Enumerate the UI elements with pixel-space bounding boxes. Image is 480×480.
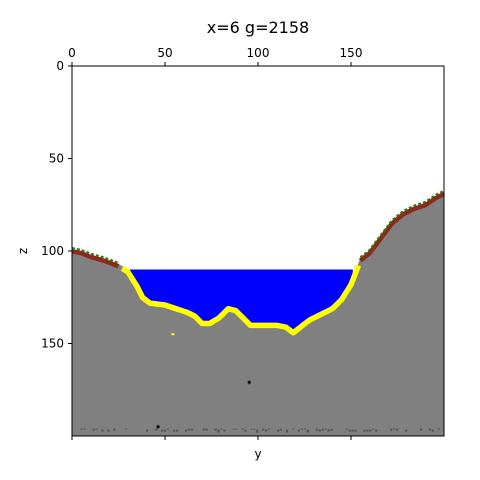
water-body — [129, 269, 353, 331]
stone-layer — [72, 191, 444, 436]
dirt-band-1 — [358, 192, 444, 263]
bedrock-cell — [268, 428, 271, 430]
bedrock-cell — [396, 428, 399, 431]
bedrock-cell — [232, 428, 235, 430]
bedrock-cell — [146, 429, 149, 432]
sand-layer — [120, 264, 362, 336]
bedrock-cell — [250, 428, 253, 430]
bedrock-cell — [297, 429, 301, 432]
bedrock-cell — [184, 429, 187, 432]
bedrock-cell — [107, 429, 110, 432]
bedrock-cell — [324, 428, 327, 430]
x-tick-label: 100 — [247, 46, 270, 60]
bedrock-cell — [187, 428, 190, 431]
bedrock-cell — [375, 429, 378, 432]
x-axis-label: y — [254, 447, 261, 461]
ore-block-stem — [248, 380, 250, 385]
grass-band-1 — [359, 189, 444, 259]
bedrock-cell — [366, 429, 369, 432]
bedrock-cell — [393, 428, 396, 430]
grass-band-0 — [72, 247, 119, 264]
bedrock-cell — [235, 428, 238, 430]
dirt-band-0 — [72, 249, 120, 269]
y-tick-label: 150 — [41, 337, 64, 351]
bedrock-cell — [372, 428, 375, 430]
bedrock-cell — [262, 428, 265, 431]
bedrock-cell — [321, 428, 324, 431]
bedrock-layer — [80, 428, 444, 433]
bedrock-cell — [253, 428, 256, 430]
x-tick-label: 0 — [68, 46, 76, 60]
bedrock-cell — [113, 428, 116, 431]
bedrock-cell — [154, 428, 158, 431]
bedrock-cell — [291, 428, 295, 430]
bedrock-cell — [217, 429, 220, 433]
bedrock-cell — [354, 429, 357, 432]
bedrock-cell — [303, 428, 306, 430]
x-tick-label: 150 — [340, 46, 363, 60]
plot-area — [72, 66, 444, 436]
bedrock-cell — [318, 429, 321, 432]
x-axis: 0 50 100 150 — [68, 46, 362, 440]
water-layer — [129, 269, 353, 331]
bedrock-cell — [223, 429, 226, 432]
bedrock-cell — [190, 428, 193, 431]
y-tick-label: 100 — [41, 244, 64, 258]
bedrock-cell — [330, 428, 333, 431]
bedrock-cell — [166, 428, 170, 430]
bedrock-cell — [241, 428, 244, 430]
bedrock-cell — [306, 429, 309, 433]
bedrock-cell — [300, 428, 303, 430]
bedrock-cell — [95, 428, 98, 430]
y-tick-label: 50 — [49, 152, 64, 166]
bedrock-cell — [202, 428, 205, 431]
stone-body — [72, 191, 444, 436]
sand-block — [171, 333, 175, 336]
bedrock-cell — [175, 429, 178, 432]
bedrock-cell — [172, 429, 176, 432]
x-tick-label: 50 — [157, 46, 172, 60]
bedrock-cell — [163, 429, 167, 432]
sand-lining — [120, 264, 362, 336]
bedrock-cell — [351, 429, 354, 432]
y-axis-label: z — [16, 248, 30, 254]
bedrock-cell — [348, 429, 351, 432]
bedrock-cell — [80, 428, 83, 430]
bedrock-cell — [220, 428, 223, 430]
bedrock-cell — [125, 428, 128, 430]
bedrock-cell — [437, 428, 440, 430]
bedrock-cell — [265, 429, 268, 432]
bedrock-cell — [404, 429, 408, 432]
bedrock-cell — [92, 428, 95, 431]
bedrock-cell — [160, 429, 164, 432]
bedrock-cell — [363, 429, 366, 432]
y-tick-label: 0 — [56, 59, 64, 73]
bedrock-cell — [369, 429, 372, 432]
ore-block-stem — [157, 424, 159, 429]
bedrock-cell — [428, 428, 431, 431]
bedrock-cell — [214, 428, 217, 431]
bedrock-cell — [279, 428, 283, 431]
bedrock-cell — [205, 428, 208, 431]
bedrock-cell — [327, 429, 330, 432]
bedrock-cell — [390, 428, 393, 431]
bedrock-cell — [419, 428, 423, 431]
bedrock-cell — [345, 428, 348, 430]
chart-title: x=6 g=2158 — [207, 18, 309, 37]
isolated-blocks — [156, 333, 251, 429]
bedrock-cell — [256, 429, 259, 433]
y-axis: 0 50 100 150 — [41, 59, 72, 351]
bedrock-cell — [101, 429, 104, 432]
bedrock-cell — [83, 428, 86, 430]
dirt-layer — [72, 189, 444, 269]
bedrock-cell — [431, 429, 434, 432]
bedrock-cell — [285, 429, 289, 433]
bedrock-cell — [276, 429, 280, 432]
bedrock-cell — [244, 429, 247, 432]
bedrock-cell — [315, 428, 318, 431]
